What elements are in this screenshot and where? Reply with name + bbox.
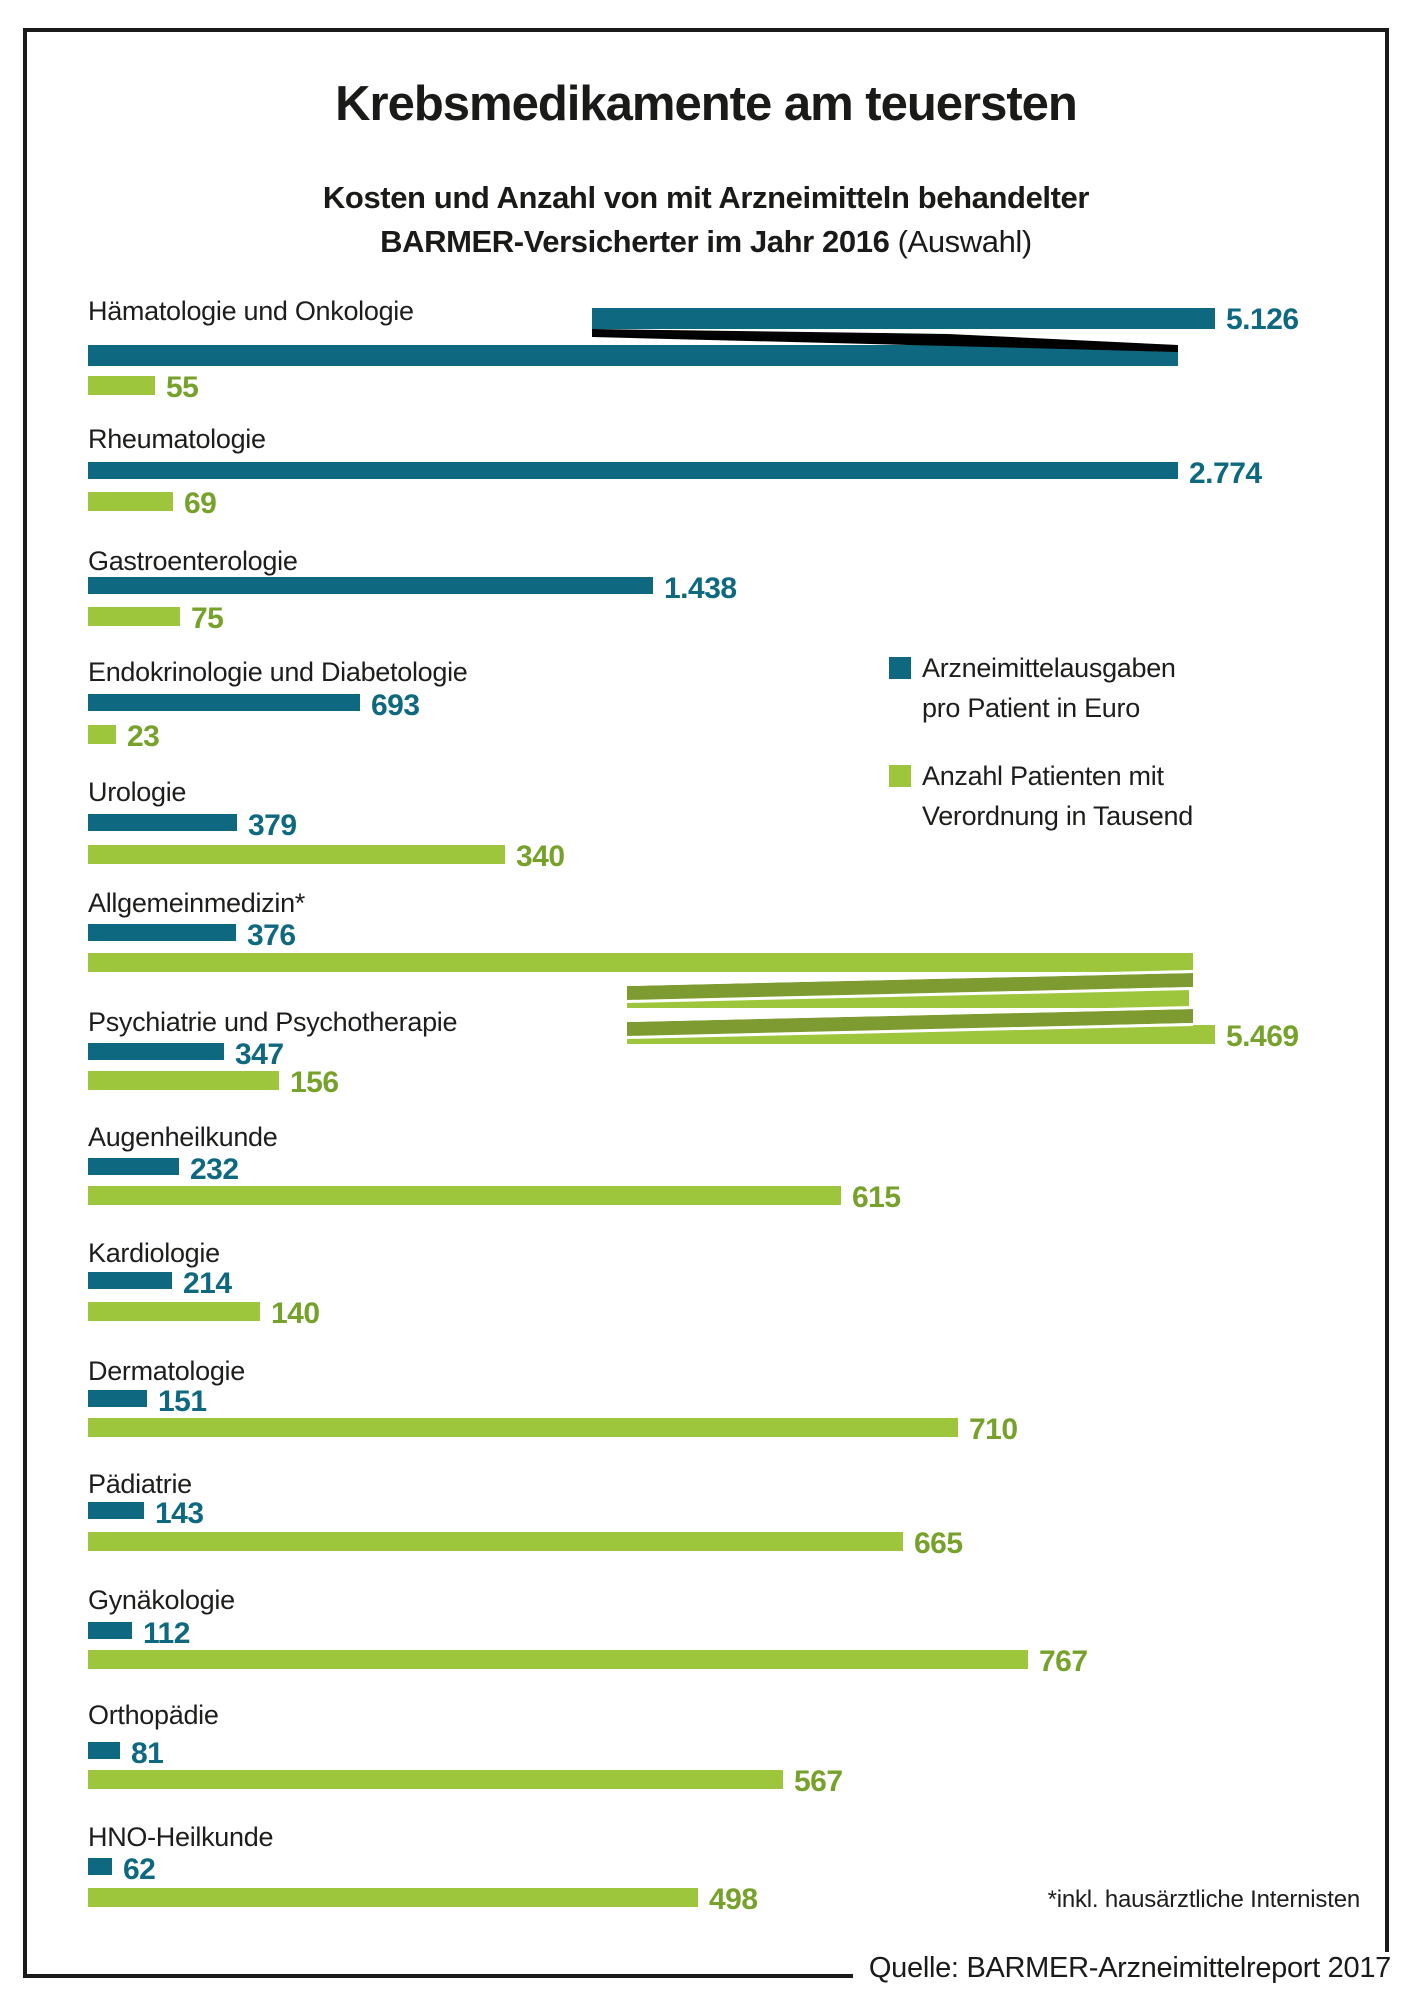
legend-entry-patienten: Anzahl Patienten mit Verordnung in Tause… [889, 756, 1193, 836]
bar-value-euro: 2.774 [1189, 457, 1262, 490]
bar-value-patienten: 567 [794, 1765, 843, 1798]
bar-euro [88, 1858, 112, 1875]
bar-value-patienten: 615 [852, 1181, 901, 1214]
bar-patienten [88, 1418, 958, 1437]
legend-euro-line1: Arzneimittelausgaben [922, 653, 1176, 683]
subtitle-line2: BARMER-Versicherter im Jahr 2016 (Auswah… [23, 224, 1389, 260]
legend-patienten-line2: Verordnung in Tausend [922, 801, 1193, 831]
bar-value-patienten: 498 [709, 1883, 758, 1916]
bar-value-patienten: 75 [191, 602, 224, 635]
category-label: Orthopädie [88, 1700, 219, 1730]
bar-euro [88, 1272, 172, 1289]
page-title: Krebsmedikamente am teuersten [335, 77, 1078, 131]
bar-patienten [88, 725, 116, 744]
legend-patienten-line1: Anzahl Patienten mit [922, 761, 1164, 791]
bar-value-euro: 62 [123, 1853, 156, 1886]
bar-value-patienten: 55 [166, 371, 199, 404]
category-label: Pädiatrie [88, 1469, 192, 1499]
bar-patienten [88, 492, 173, 511]
bar-patienten [88, 1302, 260, 1321]
bar-value-euro: 379 [248, 809, 297, 842]
bar-euro [88, 1742, 120, 1759]
category-label: Augenheilkunde [88, 1122, 278, 1152]
bar-value-patienten: 340 [516, 840, 565, 873]
bar-value-euro: 143 [155, 1497, 204, 1530]
category-label: Gastroenterologie [88, 546, 298, 576]
bar-value-patienten: 156 [290, 1066, 339, 1099]
legend-swatch-patienten-icon [889, 765, 911, 787]
bar-patienten [88, 1071, 279, 1090]
category-label: HNO-Heilkunde [88, 1822, 274, 1852]
bar-value-euro: 151 [158, 1385, 207, 1418]
category-label: Kardiologie [88, 1238, 220, 1268]
bar-euro [88, 1043, 224, 1060]
bar-value-euro: 1.438 [664, 572, 737, 605]
bar-patienten [88, 376, 155, 395]
bar-value-patienten: 23 [127, 720, 160, 753]
bar-patienten [88, 1770, 783, 1789]
bar-patienten [88, 1532, 903, 1551]
bar-patienten [88, 845, 505, 864]
bar-euro [88, 1390, 147, 1407]
bar-patienten [88, 607, 180, 626]
bar-value-patienten: 665 [914, 1527, 963, 1560]
category-label: Allgemeinmedizin* [88, 888, 306, 918]
category-label: Psychiatrie und Psychotherapie [88, 1007, 458, 1037]
legend-entry-euro: Arzneimittelausgaben pro Patient in Euro [889, 648, 1193, 728]
bar-value-euro: 112 [143, 1617, 190, 1650]
bar-value-euro: 376 [247, 919, 296, 952]
bar-patienten [88, 1888, 698, 1907]
subtitle-line1: Kosten und Anzahl von mit Arzneimitteln … [322, 180, 1090, 215]
legend-swatch-euro-icon [889, 657, 911, 679]
subtitle-line2-light: (Auswahl) [897, 224, 1033, 259]
source-note: Quelle: BARMER-Arzneimittelreport 2017 [852, 1952, 1393, 1991]
bar-value-euro: 232 [190, 1153, 239, 1186]
bar-value-patienten: 140 [271, 1297, 320, 1330]
category-label: Dermatologie [88, 1356, 245, 1386]
subtitle-line2-bold: BARMER-Versicherter im Jahr 2016 [380, 224, 890, 259]
bar-value-euro: 81 [131, 1737, 164, 1770]
category-label: Rheumatologie [88, 424, 266, 454]
bar-value-patienten: 69 [184, 487, 217, 520]
bar-value-euro: 5.126 [1226, 303, 1299, 336]
bar-value-euro: 214 [183, 1267, 232, 1300]
bar-euro [88, 924, 236, 941]
bar-value-euro: 693 [371, 689, 420, 722]
category-label: Hämatologie und Onkologie [88, 296, 414, 326]
category-label: Urologie [88, 777, 187, 807]
legend-euro-line2: pro Patient in Euro [922, 693, 1140, 723]
bar-value-patienten: 5.469 [1226, 1020, 1299, 1053]
bar-euro [88, 1502, 144, 1519]
bar-value-patienten: 767 [1039, 1645, 1088, 1678]
bar-euro [88, 694, 360, 711]
category-label: Endokrinologie und Diabetologie [88, 657, 468, 687]
category-label: Gynäkologie [88, 1585, 235, 1615]
bar-euro [88, 577, 653, 594]
bar-euro [88, 1158, 179, 1175]
bar-patienten [88, 1650, 1028, 1669]
bar-value-patienten: 710 [969, 1413, 1018, 1446]
bar-euro [88, 814, 237, 831]
bar-euro [88, 1622, 132, 1639]
bar-value-euro: 347 [235, 1038, 284, 1071]
footnote: *inkl. hausärztliche Internisten [1047, 1886, 1361, 1913]
bar-euro [88, 462, 1178, 479]
bar-patienten [88, 1186, 841, 1205]
legend: Arzneimittelausgaben pro Patient in Euro… [889, 648, 1193, 864]
page-border [23, 28, 1389, 1978]
